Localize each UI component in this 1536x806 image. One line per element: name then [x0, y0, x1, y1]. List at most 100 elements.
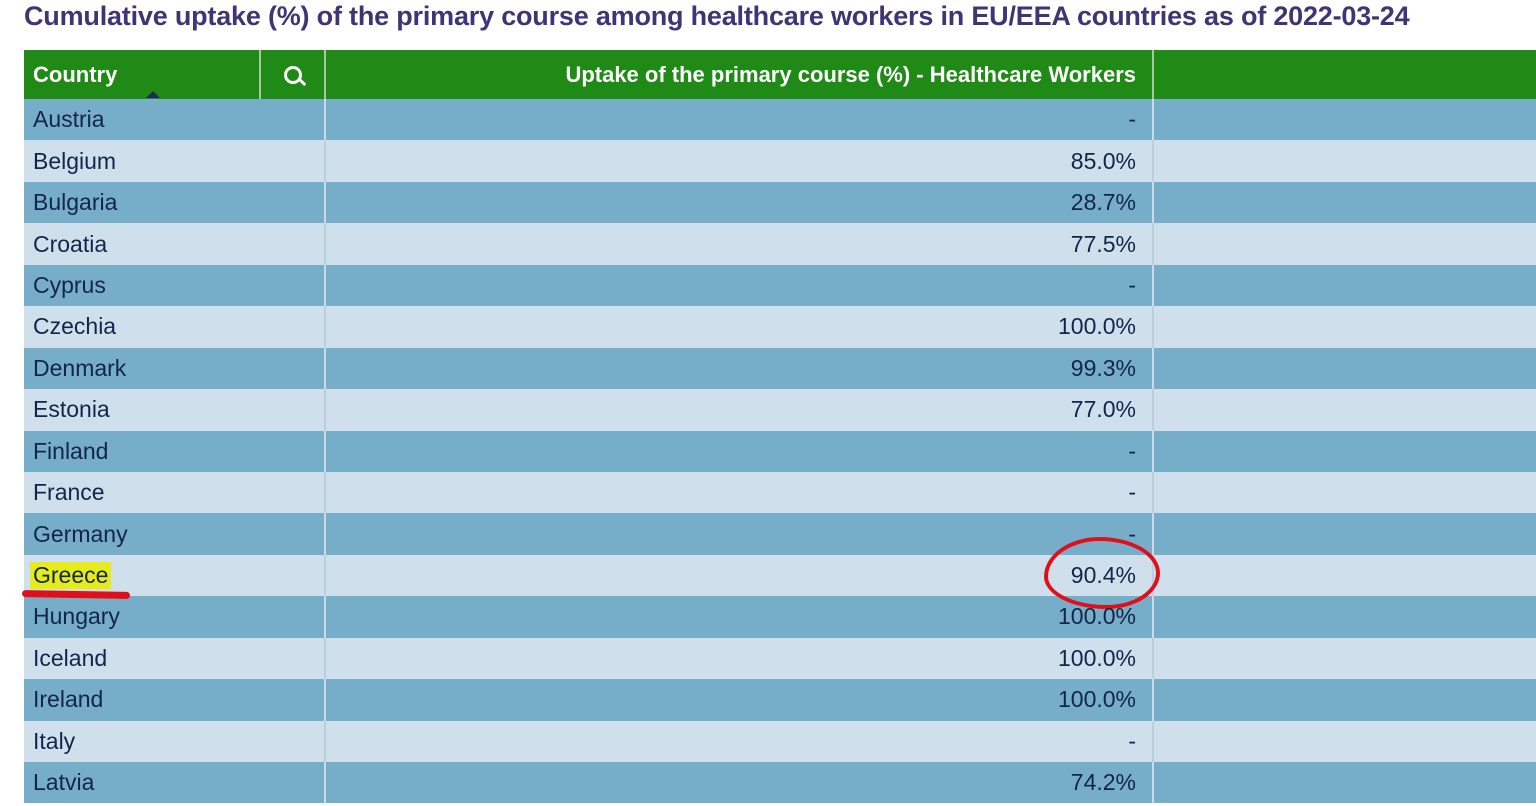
- uptake-cell: -: [326, 264, 1154, 307]
- table-row[interactable]: Latvia 74.2%: [24, 762, 1536, 804]
- search-icon: [283, 65, 306, 86]
- extra-cell: [1154, 182, 1536, 223]
- extra-cell: [1154, 721, 1536, 762]
- country-cell: Austria: [24, 99, 326, 141]
- extra-cell: [1154, 596, 1536, 637]
- table-row[interactable]: Bulgaria 28.7%: [24, 181, 1536, 224]
- column-header-uptake[interactable]: Uptake of the primary course (%) - Healt…: [326, 50, 1154, 99]
- country-name-highlighted: Greece: [30, 562, 112, 590]
- table-row[interactable]: Cyprus -: [24, 264, 1536, 307]
- country-cell: Italy: [24, 720, 326, 762]
- column-header-country-label: Country: [33, 61, 118, 87]
- country-name: France: [33, 479, 105, 506]
- table-row[interactable]: Finland -: [24, 430, 1536, 472]
- search-button[interactable]: [261, 50, 326, 99]
- uptake-value: 85.0%: [1070, 147, 1136, 174]
- table-row[interactable]: Austria -: [24, 99, 1536, 141]
- extra-cell: [1154, 679, 1536, 720]
- uptake-value: -: [1128, 479, 1136, 506]
- uptake-table: Country Uptake of the primary course (%)…: [21, 50, 1536, 804]
- uptake-cell: 28.7%: [326, 181, 1154, 224]
- uptake-cell: -: [326, 471, 1154, 514]
- table-row[interactable]: Estonia 77.0%: [24, 389, 1536, 431]
- table-row[interactable]: France -: [24, 471, 1536, 514]
- table-row[interactable]: Czechia 100.0%: [24, 306, 1536, 348]
- uptake-value: 77.0%: [1070, 396, 1136, 423]
- uptake-cell: 90.4%: [326, 536, 1160, 609]
- table-body: Austria - Belgium 85.0% Bulgaria 28.7% Croatia…: [21, 99, 1536, 804]
- table-row[interactable]: Italy -: [24, 720, 1536, 762]
- country-cell: Iceland: [24, 637, 326, 680]
- uptake-value: 99.3%: [1070, 354, 1136, 381]
- uptake-value: -: [1128, 106, 1136, 133]
- extra-cell: [1154, 762, 1536, 803]
- country-cell: Czechia: [24, 306, 326, 348]
- extra-cell: [1154, 99, 1536, 140]
- country-name: Czechia: [33, 313, 117, 340]
- country-cell: Ireland: [24, 679, 326, 721]
- country-cell: Greece: [21, 554, 326, 599]
- uptake-value: 100.0%: [1057, 686, 1136, 713]
- table-row[interactable]: Greece 90.4%: [21, 536, 1536, 609]
- sort-arrow-icon: [146, 91, 160, 98]
- table-row[interactable]: Germany -: [24, 513, 1536, 555]
- uptake-value: 28.7%: [1070, 189, 1136, 216]
- uptake-cell: 85.0%: [326, 140, 1154, 182]
- country-cell: Bulgaria: [24, 181, 326, 224]
- table-row[interactable]: Iceland 100.0%: [24, 637, 1536, 680]
- uptake-cell: -: [326, 513, 1154, 555]
- table-row[interactable]: Belgium 85.0%: [24, 140, 1536, 182]
- uptake-cell: -: [326, 430, 1154, 472]
- uptake-value: -: [1128, 520, 1136, 547]
- uptake-value: 74.2%: [1070, 769, 1136, 796]
- country-name: Germany: [33, 520, 128, 547]
- country-name: Iceland: [33, 644, 108, 671]
- country-cell: Denmark: [24, 347, 326, 390]
- country-cell: Estonia: [24, 389, 326, 431]
- table-row[interactable]: Hungary 100.0%: [24, 596, 1536, 638]
- table-row[interactable]: Ireland 100.0%: [24, 679, 1536, 721]
- extra-cell: [1154, 431, 1536, 472]
- column-header-country[interactable]: Country: [24, 50, 261, 99]
- uptake-cell: 77.5%: [326, 223, 1154, 265]
- extra-cell: [1154, 389, 1536, 430]
- column-header-uptake-label: Uptake of the primary course (%) - Healt…: [565, 61, 1136, 87]
- country-name: Belgium: [33, 147, 117, 174]
- extra-cell: [1154, 140, 1536, 181]
- red-circle-annotation: [1044, 536, 1160, 609]
- uptake-cell: 77.0%: [326, 389, 1154, 431]
- country-cell: Croatia: [24, 223, 326, 265]
- uptake-cell: 100.0%: [326, 679, 1154, 721]
- country-cell: Belgium: [24, 140, 326, 182]
- country-cell: France: [24, 471, 326, 514]
- column-header-extra: [1154, 50, 1536, 99]
- uptake-cell: -: [326, 720, 1154, 762]
- extra-cell: [1154, 306, 1536, 347]
- uptake-value: 100.0%: [1057, 603, 1136, 630]
- extra-cell: [1154, 472, 1536, 513]
- country-name: Hungary: [33, 603, 120, 630]
- country-name: Austria: [33, 106, 105, 133]
- country-name: Denmark: [33, 354, 127, 381]
- uptake-value: -: [1128, 437, 1136, 464]
- country-name: Bulgaria: [33, 189, 118, 216]
- page-title: Cumulative uptake (%) of the primary cou…: [24, 1, 1410, 31]
- uptake-value: 100.0%: [1057, 644, 1136, 671]
- uptake-cell: 100.0%: [326, 306, 1154, 348]
- extra-cell: [1154, 223, 1536, 264]
- uptake-value: 100.0%: [1057, 313, 1136, 340]
- table-row[interactable]: Denmark 99.3%: [24, 347, 1536, 390]
- extra-cell: [1154, 513, 1536, 554]
- extra-cell: [1154, 555, 1536, 596]
- country-cell: Finland: [24, 430, 326, 472]
- table-header: Country Uptake of the primary course (%)…: [24, 50, 1536, 99]
- uptake-cell: 100.0%: [326, 596, 1154, 638]
- country-cell: Latvia: [24, 762, 326, 804]
- country-cell: Germany: [24, 513, 326, 555]
- country-name: Estonia: [33, 396, 110, 423]
- extra-cell: [1154, 265, 1536, 306]
- uptake-cell: 99.3%: [326, 347, 1154, 390]
- country-name: Ireland: [33, 686, 104, 713]
- table-row[interactable]: Croatia 77.5%: [24, 223, 1536, 265]
